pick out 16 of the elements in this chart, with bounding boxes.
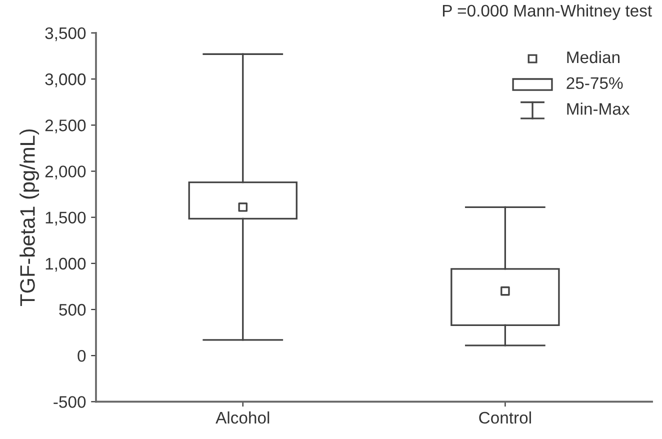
annotation: Median — [567, 50, 620, 64]
annotation: Min-Max — [567, 102, 630, 115]
y-tick-label: -500 — [54, 396, 86, 408]
y-tick-label: 3,000 — [45, 73, 86, 88]
y-tick-label: 2,500 — [45, 120, 86, 134]
y-tick-label: 2,000 — [45, 166, 86, 180]
y-axis-title: TGF-beta1 (pg/mL) — [20, 129, 40, 306]
y-tick-label: 3,500 — [45, 27, 86, 42]
text: P =0.000 Mann-Whitney test — [442, 4, 652, 20]
x-tick-label: Control — [479, 411, 531, 424]
y-tick-label: 1,500 — [46, 212, 86, 226]
y-tick-label: 0 — [78, 350, 86, 362]
annotation: 25-75% — [566, 77, 623, 90]
y-tick-label: 500 — [59, 304, 86, 316]
y-tick-label: 1,000 — [46, 258, 86, 272]
x-tick-label: Alcohol — [216, 411, 270, 424]
